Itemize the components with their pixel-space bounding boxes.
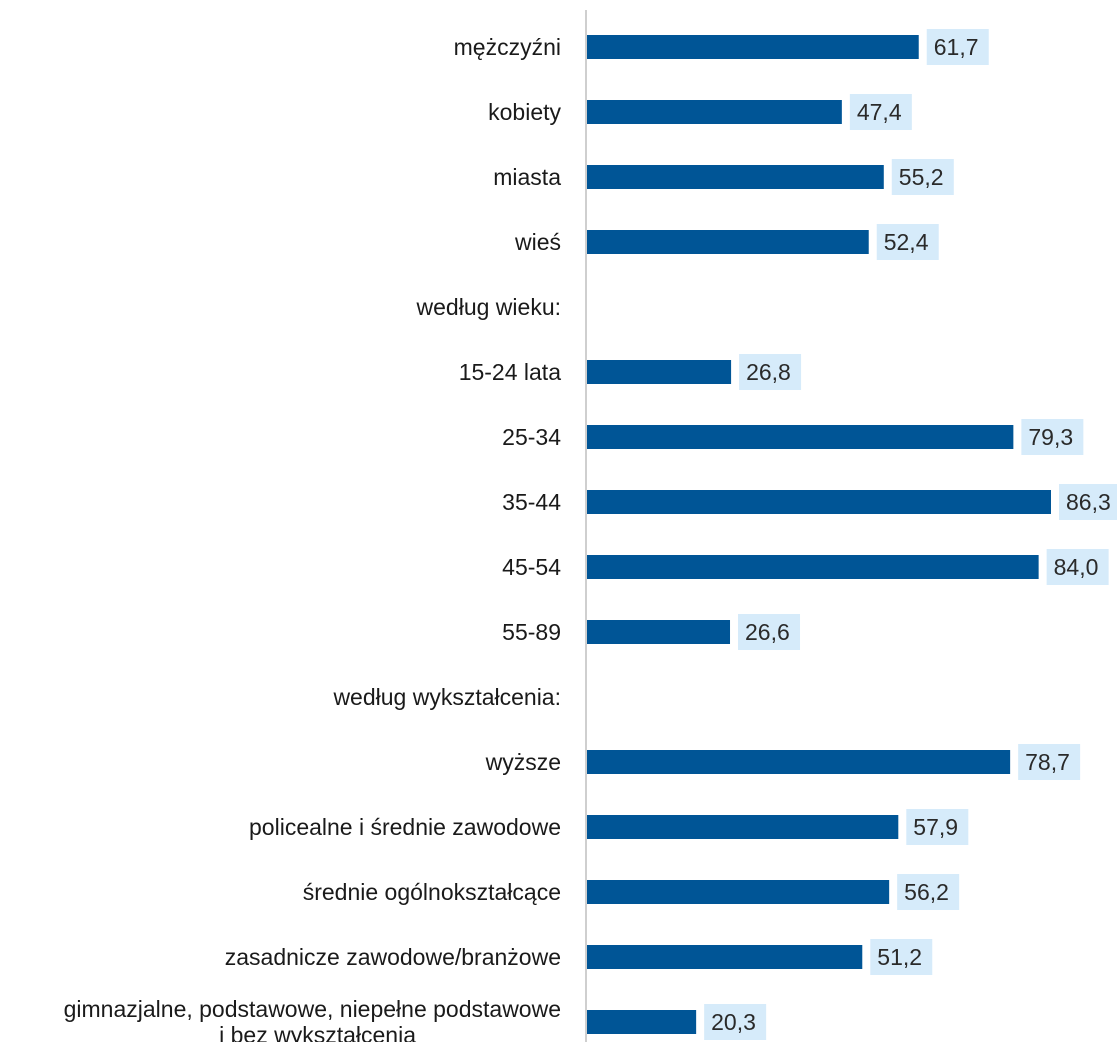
bar [587, 425, 1014, 449]
category-label: zasadnicze zawodowe/branżowe [225, 944, 561, 970]
data-label: 20,3 [711, 1009, 756, 1035]
bar [587, 360, 732, 384]
data-label-background [876, 224, 939, 260]
data-label: 56,2 [904, 879, 949, 905]
data-label-background [891, 159, 954, 195]
category-label: według wykształcenia: [332, 684, 561, 710]
bar [587, 880, 890, 904]
category-label: 45-54 [502, 554, 561, 580]
category-label: 35-44 [502, 489, 561, 515]
bar [587, 165, 884, 189]
data-label-background [1018, 744, 1081, 780]
data-label: 26,8 [746, 359, 791, 385]
category-label: wyższe [485, 749, 561, 775]
data-label-background [897, 874, 960, 910]
bar [587, 490, 1051, 514]
bar [587, 35, 919, 59]
bar [587, 750, 1011, 774]
category-label: 25-34 [502, 424, 561, 450]
data-label: 86,3 [1066, 489, 1111, 515]
data-label: 78,7 [1025, 749, 1070, 775]
category-label: policealne i średnie zawodowe [249, 814, 561, 840]
data-label-background [870, 939, 933, 975]
bar [587, 230, 869, 254]
data-label-background [906, 809, 969, 845]
category-label: miasta [493, 164, 561, 190]
data-label: 47,4 [857, 99, 902, 125]
category-label: według wieku: [416, 294, 561, 320]
data-label-background [849, 94, 912, 130]
data-label-background [1021, 419, 1084, 455]
data-label-background [739, 354, 802, 390]
data-label: 51,2 [877, 944, 922, 970]
data-label: 79,3 [1028, 424, 1073, 450]
bar [587, 815, 899, 839]
bar [587, 100, 842, 124]
data-label-background [1046, 549, 1109, 585]
data-label: 55,2 [899, 164, 944, 190]
category-label: 15-24 lata [459, 359, 562, 385]
data-label: 61,7 [934, 34, 979, 60]
data-label: 57,9 [913, 814, 958, 840]
category-label: wieś [514, 229, 561, 255]
data-label-background [738, 614, 801, 650]
category-label: mężczyźni [454, 34, 561, 60]
data-label-background [926, 29, 989, 65]
category-label: 55-89 [502, 619, 561, 645]
category-label: kobiety [488, 99, 561, 125]
category-label: średnie ogólnokształcące [303, 879, 561, 905]
data-label-background [704, 1004, 767, 1040]
data-label: 26,6 [745, 619, 790, 645]
data-label: 84,0 [1054, 554, 1099, 580]
category-label: gimnazjalne, podstawowe, niepełne podsta… [64, 996, 561, 1042]
bar [587, 555, 1039, 579]
data-label: 52,4 [884, 229, 929, 255]
bar [587, 620, 731, 644]
bar [587, 1010, 697, 1034]
data-label-background [1059, 484, 1117, 520]
bar [587, 945, 863, 969]
